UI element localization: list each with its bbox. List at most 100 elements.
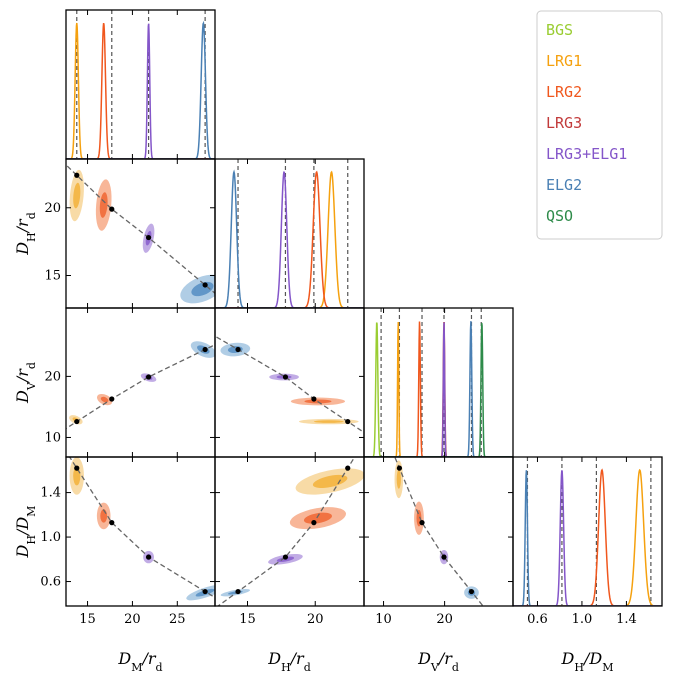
- reference-point: [109, 206, 115, 212]
- reference-point: [311, 396, 317, 402]
- reference-curve: [217, 457, 356, 606]
- label-main: D: [117, 649, 131, 668]
- x-tick-label-DV_over_rd: 20: [436, 612, 453, 627]
- ellipse-1sigma-LRG1: [396, 469, 401, 489]
- reference-point: [74, 465, 80, 471]
- reference-point: [282, 554, 289, 560]
- curve-LRG3+ELG1-DH_over_rd: [215, 171, 364, 308]
- panel-DM_over_rd-DH_over_rd: [66, 163, 215, 304]
- label-tail-sub: d: [304, 661, 311, 674]
- reference-point: [441, 554, 447, 560]
- x-tick-label-DM_over_rd: 25: [169, 612, 186, 627]
- curve-LRG3-DV_over_rd: [364, 322, 513, 457]
- reference-point: [419, 520, 425, 526]
- label-main: D: [13, 544, 32, 558]
- curve-ELG2-DM_over_rd: [66, 20, 215, 159]
- y-axis-label-DH_over_DM: DH/DM: [13, 506, 38, 559]
- curve-LRG2-DM_over_rd: [66, 22, 215, 159]
- curve-LRG1-DH_over_DM: [513, 468, 662, 606]
- ellipse-1sigma-LRG1: [312, 474, 348, 489]
- curve-LRG3+ELG1-DH_over_DM: [513, 470, 662, 606]
- x-tick-label-DM_over_rd: 15: [79, 612, 96, 627]
- panel-DM_over_rd-DV_over_rd: [66, 341, 215, 430]
- reference-point: [468, 588, 475, 595]
- legend-entry-ELG2: ELG2: [546, 176, 582, 194]
- curve-LRG1-DM_over_rd: [66, 22, 215, 159]
- y-tick-label-DH_over_rd: 20: [44, 201, 61, 216]
- label-sub: H: [25, 535, 38, 545]
- ellipse-1sigma-LRG2: [303, 512, 332, 524]
- frame-DV_over_rd-DH_over_DM: [363, 456, 514, 607]
- ellipse-1sigma-LRG2: [100, 509, 108, 523]
- x-axis-label-DV_over_rd: DV/rd: [417, 649, 459, 674]
- reference-point: [109, 396, 115, 402]
- y-tick-label-DH_over_DM: 1.4: [40, 486, 61, 501]
- reference-point: [235, 346, 241, 353]
- label-sub: V: [25, 381, 38, 391]
- label-tail: /D: [13, 517, 32, 537]
- reference-point: [202, 346, 208, 353]
- label-tail: /r: [13, 218, 32, 234]
- legend-entry-LRG3+ELG1: LRG3+ELG1: [546, 145, 627, 163]
- frame-DM_over_rd-DM_over_rd: [65, 9, 216, 160]
- legend-entry-QSO: QSO: [546, 207, 573, 225]
- curve-LRG3+ELG1-DV_over_rd: [364, 322, 513, 457]
- label-tail: /r: [437, 649, 453, 668]
- label-main: D: [13, 242, 32, 256]
- curve-LRG1-DV_over_rd: [364, 321, 513, 457]
- ellipse-1sigma-LRG2: [100, 396, 109, 403]
- diag-panel-DH_over_rd: [215, 159, 364, 308]
- reference-point: [396, 465, 403, 471]
- y-tick-label-DH_over_rd: 15: [44, 268, 61, 283]
- frame-DM_over_rd-DH_over_DM: [65, 456, 216, 607]
- label-tail-sub: d: [156, 661, 163, 674]
- reference-curve: [66, 163, 215, 295]
- curve-ELG2-DH_over_DM: [513, 470, 662, 606]
- reference-point: [145, 234, 152, 241]
- curve-LRG2-DV_over_rd: [364, 321, 513, 457]
- diag-panel-DH_over_DM: [513, 457, 662, 606]
- x-tick-label-DH_over_DM: 1.0: [572, 612, 593, 627]
- label-sub: H: [574, 661, 584, 674]
- panel-DV_over_rd-DH_over_DM: [394, 457, 484, 606]
- curve-LRG1-DH_over_rd: [215, 170, 364, 308]
- legend-entry-LRG3: LRG3: [546, 114, 582, 132]
- label-sub: V: [430, 661, 440, 674]
- panel-DH_over_rd-DH_over_DM: [217, 457, 364, 606]
- x-tick-label-DH_over_rd: 15: [239, 612, 256, 627]
- reference-point: [145, 554, 152, 560]
- reference-curve: [394, 457, 484, 606]
- reference-point: [282, 374, 289, 380]
- label-tail: /D: [582, 649, 602, 668]
- panel-DH_over_rd-DV_over_rd: [215, 335, 364, 434]
- ellipse-1sigma-ELG2: [191, 281, 214, 297]
- label-sub: H: [25, 232, 38, 242]
- reference-point: [109, 520, 115, 526]
- label-main: D: [13, 390, 32, 404]
- curve-QSO-DV_over_rd: [364, 322, 513, 457]
- y-axis-label-DV_over_rd: DV/rd: [13, 362, 38, 404]
- label-sub: M: [131, 661, 142, 674]
- curve-LRG3+ELG1-DM_over_rd: [66, 23, 215, 159]
- label-sub: H: [281, 661, 291, 674]
- ellipse-1sigma-LRG1: [313, 420, 344, 423]
- ellipse-1sigma-LRG1: [73, 182, 81, 209]
- label-tail-sub: M: [25, 506, 38, 517]
- frame-DH_over_DM-DH_over_DM: [512, 456, 663, 607]
- curve-ELG2-DV_over_rd: [364, 321, 513, 457]
- reference-curve: [68, 457, 215, 599]
- label-main: D: [561, 649, 575, 668]
- x-tick-label-DV_over_rd: 10: [375, 612, 392, 627]
- x-tick-label-DH_over_rd: 20: [307, 612, 324, 627]
- legend-entry-LRG1: LRG1: [546, 52, 582, 70]
- diag-panel-DM_over_rd: [66, 10, 215, 159]
- reference-point: [202, 588, 208, 595]
- legend-box: [536, 10, 663, 240]
- legend-entry-LRG2: LRG2: [546, 83, 582, 101]
- y-tick-label-DH_over_DM: 0.6: [40, 575, 61, 590]
- y-tick-label-DH_over_DM: 1.0: [40, 530, 61, 545]
- reference-curve: [215, 335, 364, 434]
- frame-DH_over_rd-DV_over_rd: [214, 307, 365, 458]
- curve-ELG2-DH_over_rd: [215, 169, 364, 308]
